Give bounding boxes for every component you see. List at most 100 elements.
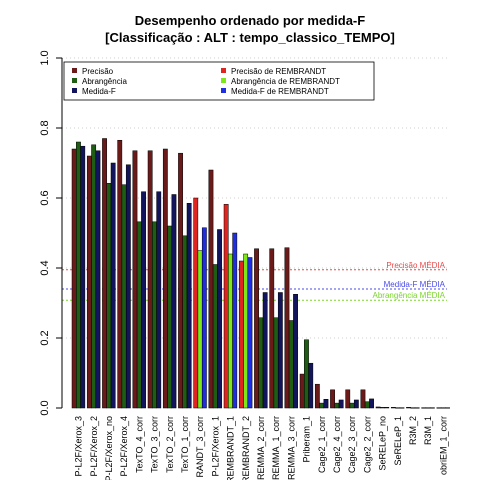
legend-label: Medida-F de REMBRANDT — [231, 87, 329, 96]
bar-precis-o-2 — [102, 138, 107, 409]
bar-medida-f-20 — [384, 407, 390, 409]
bar-precis-o-24 — [436, 407, 442, 409]
x-tick-label: SeRELeP_1 — [393, 416, 403, 466]
bar-medida-f-12 — [262, 292, 268, 409]
chart-title: Desempenho ordenado por medida-F — [135, 13, 365, 28]
bar-medida-f-15 — [308, 362, 314, 409]
bar-medida-f-14 — [293, 294, 298, 409]
x-tick-label: Cage2_3_corr — [347, 416, 357, 473]
y-tick-label: 0.6 — [39, 190, 51, 205]
x-tick-label: P-L2F/Xerox_4 — [119, 416, 129, 477]
bar-precis-o-20 — [375, 406, 381, 409]
bar-precis-o-13 — [269, 248, 275, 409]
x-tick-label: Priberam_1 — [302, 416, 312, 463]
y-tick-label: 0.8 — [39, 120, 51, 135]
bar-precis-o-16 — [314, 383, 320, 409]
bar-abrang-ncia-10 — [228, 253, 233, 409]
legend-label: Abrangência de REMBRANDT — [231, 77, 340, 86]
y-axis: 0.0 0.2 0.4 0.6 0.8 1.0 — [39, 50, 63, 416]
x-tick-label: TexTO_1_corr — [180, 416, 190, 473]
bar-abrang-ncia-12 — [258, 317, 264, 409]
bar-medida-f-22 — [414, 407, 420, 409]
bar-medida-f-10 — [232, 232, 238, 409]
bar-abrang-ncia-20 — [380, 407, 385, 409]
x-tick-label: P-L2F/Xerox_no — [104, 416, 114, 480]
bar-abrang-ncia-21 — [395, 407, 401, 409]
bar-abrang-ncia-15 — [304, 339, 309, 409]
x-tick-label: TexTO_4_corr — [134, 416, 144, 473]
y-tick-label: 0.0 — [39, 400, 51, 415]
legend-label: Precisão — [82, 67, 114, 76]
bar-precis-o-4 — [132, 150, 138, 409]
bar-medida-f-1 — [95, 150, 101, 409]
bar-medida-f-18 — [353, 399, 359, 409]
bar-precis-o-1 — [86, 155, 92, 409]
bar-precis-o-11 — [238, 260, 244, 409]
bar-precis-o-19 — [360, 389, 366, 409]
bar-abrang-ncia-8 — [197, 250, 203, 409]
bar-precis-o-21 — [390, 407, 396, 409]
bar-medida-f-8 — [201, 227, 207, 409]
legend-box — [63, 61, 375, 101]
bar-medida-f-24 — [445, 407, 450, 409]
legend-label: Abrangência — [82, 77, 127, 86]
bar-abrang-ncia-14 — [288, 320, 294, 409]
legend-swatch — [221, 78, 226, 83]
bar-precis-o-22 — [406, 407, 411, 409]
bar-abrang-ncia-2 — [106, 183, 112, 409]
bar-medida-f-13 — [277, 292, 283, 409]
bar-abrang-ncia-17 — [334, 402, 340, 409]
legend-swatch — [72, 68, 77, 73]
bar-abrang-ncia-16 — [319, 402, 325, 409]
x-tick-label: RANDT_3_corr — [195, 416, 205, 478]
bar-abrang-ncia-7 — [182, 235, 188, 409]
bar-abrang-ncia-5 — [152, 221, 157, 409]
x-tick-label: TexTO_2_corr — [165, 416, 175, 473]
bar-precis-o-18 — [345, 389, 351, 409]
x-tick-label: R3M_1 — [423, 416, 433, 445]
bar-abrang-ncia-6 — [167, 225, 173, 409]
bar-precis-o-8 — [193, 197, 199, 409]
bar-precis-o-0 — [71, 148, 77, 409]
bar-abrang-ncia-18 — [349, 402, 355, 409]
x-tick-label: REMBRANDT_1 — [226, 416, 236, 480]
legend-swatch — [72, 88, 77, 93]
x-tick-label: REMMA_1_corr — [271, 416, 281, 480]
bar-medida-f-6 — [171, 194, 177, 409]
bar-precis-o-10 — [223, 204, 229, 409]
bar-abrang-ncia-13 — [273, 317, 279, 409]
x-axis: P-L2F/Xerox_3 P-L2F/Xerox_2 P-L2F/Xerox_no… — [74, 416, 449, 480]
bar-medida-f-23 — [429, 407, 435, 409]
x-tick-label: REMMA_2_corr — [256, 416, 266, 480]
legend-swatch — [72, 78, 77, 83]
y-tick-label: 0.2 — [39, 330, 51, 345]
bar-medida-f-4 — [141, 191, 146, 409]
bar-medida-f-17 — [338, 399, 344, 409]
x-tick-label: obriEM_1_corr — [438, 416, 448, 475]
reference-line-label: Precisão MÉDIA — [386, 261, 445, 270]
legend-label: Medida-F — [82, 87, 116, 96]
bar-abrang-ncia-3 — [121, 184, 127, 409]
bar-medida-f-2 — [110, 162, 116, 409]
bar-medida-f-11 — [247, 257, 253, 409]
reference-line-label: Medida-F MÉDIA — [384, 280, 446, 289]
bar-medida-f-19 — [369, 398, 374, 409]
legend-swatch — [221, 68, 226, 73]
bar-medida-f-0 — [80, 145, 86, 409]
bar-abrang-ncia-11 — [243, 253, 249, 409]
bar-abrang-ncia-23 — [425, 407, 431, 409]
x-tick-label: TexTO_3_corr — [150, 416, 160, 473]
chart-subtitle: [Classificação : ALT : tempo_classico_TE… — [105, 30, 395, 45]
bar-medida-f-9 — [217, 229, 222, 409]
x-tick-label: R3M_2 — [408, 416, 418, 445]
legend-label: Precisão de REMBRANDT — [231, 67, 326, 76]
bar-abrang-ncia-0 — [76, 141, 81, 409]
bar-medida-f-21 — [399, 407, 405, 409]
y-tick-label: 0.4 — [39, 260, 51, 275]
bar-medida-f-16 — [323, 399, 329, 409]
bar-abrang-ncia-9 — [212, 264, 218, 409]
bar-precis-o-17 — [330, 389, 335, 409]
bar-precis-o-9 — [208, 169, 214, 409]
